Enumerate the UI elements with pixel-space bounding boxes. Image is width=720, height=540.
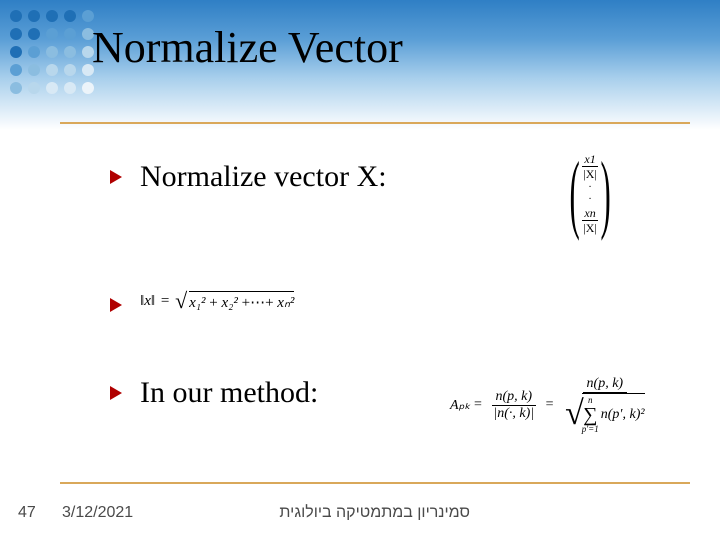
- logo-dot: [46, 28, 58, 40]
- method-den1: |n(·, k)|: [489, 406, 538, 422]
- title-rule: [60, 122, 690, 124]
- bullet-arrow-icon: [110, 298, 122, 312]
- page-number: 47: [18, 504, 36, 522]
- logo-dot: [28, 10, 40, 22]
- logo-dot: [10, 46, 22, 58]
- logo-dot: [46, 46, 58, 58]
- footer-rule: [60, 482, 690, 484]
- logo-dot: [28, 64, 40, 76]
- vec-bot-den: |X|: [581, 221, 598, 235]
- logo-dot: [28, 46, 40, 58]
- logo-dot: [10, 10, 22, 22]
- method-num1: n(p, k): [492, 389, 537, 406]
- vec-bot-num: xn: [582, 206, 597, 221]
- logo-dot: [46, 82, 58, 94]
- logo-dot: [10, 28, 22, 40]
- method-num2: n(p, k): [583, 376, 628, 393]
- vec-top-num: x1: [582, 152, 597, 167]
- logo-dot: [28, 28, 40, 40]
- bullet-arrow-icon: [110, 386, 122, 400]
- logo-dot: [64, 10, 76, 22]
- sum-body: n(p′, k)²: [601, 407, 645, 423]
- logo-dot: [46, 10, 58, 22]
- norm-t2: x₂²: [221, 295, 237, 311]
- bullet-text: In our method:: [140, 376, 318, 410]
- logo-dot: [64, 64, 76, 76]
- bullet-arrow-icon: [110, 170, 122, 184]
- slide-title: Normalize Vector: [92, 22, 403, 73]
- slide-date: 3/12/2021: [62, 504, 133, 522]
- method-lhs: Aₚₖ: [450, 397, 471, 414]
- vec-top-den: |X|: [581, 167, 598, 181]
- vector-formula: ( x1|X| · · xn|X| ): [560, 152, 620, 236]
- content-area: Normalize vector X: ( x1|X| · · xn|X| ) …: [110, 160, 680, 484]
- norm-formula: ‖x‖ = √ x₁² + x₂² +⋯+ xₙ²: [140, 288, 294, 314]
- logo-dot: [64, 28, 76, 40]
- logo-dot: [64, 82, 76, 94]
- logo-dot: [46, 64, 58, 76]
- norm-t1: x₁²: [189, 295, 205, 311]
- logo-dot: [10, 82, 22, 94]
- logo-dot: [82, 82, 94, 94]
- footer-text: סמינריון במתמטיקה ביולוגית: [279, 504, 470, 522]
- logo-dot: [28, 82, 40, 94]
- logo-dot-grid: [10, 10, 96, 96]
- method-formula: Aₚₖ = n(p, k) |n(·, k)| = n(p, k) √ n ∑: [450, 376, 653, 434]
- norm-sep: +⋯+: [242, 295, 274, 311]
- sum-bot: p'=1: [582, 425, 599, 434]
- norm-lhs: ‖x‖: [140, 293, 155, 310]
- bullet-row-1: Normalize vector X: ( x1|X| · · xn|X| ): [110, 160, 680, 250]
- norm-t3: xₙ²: [277, 295, 294, 311]
- bullet-row-3: In our method: Aₚₖ = n(p, k) |n(·, k)| =…: [110, 376, 680, 446]
- logo-dot: [10, 64, 22, 76]
- logo-dot: [82, 10, 94, 22]
- logo-dot: [64, 46, 76, 58]
- bullet-row-2: ‖x‖ = √ x₁² + x₂² +⋯+ xₙ²: [110, 288, 680, 338]
- bullet-text: Normalize vector X:: [140, 160, 387, 194]
